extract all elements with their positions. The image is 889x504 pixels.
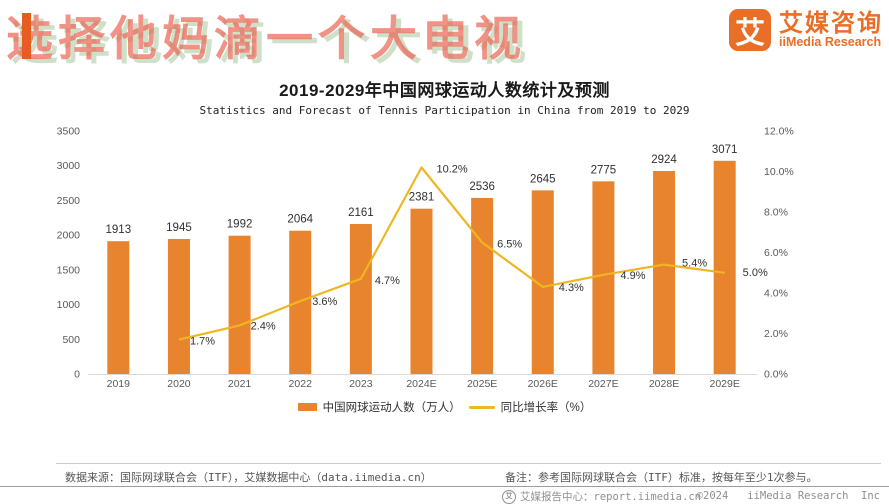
logo-name-cn: 艾媒咨询 xyxy=(779,9,883,37)
divider-top xyxy=(56,463,881,464)
bar xyxy=(289,230,312,374)
line-value-label: 2.4% xyxy=(251,320,276,332)
note-text: 备注：参考国际网球联合会（ITF）标准，按每年至少1次参与。 xyxy=(505,471,818,484)
copyright-text: ©2024 iiMedia Research Inc xyxy=(696,490,880,502)
x-axis-label: 2027E xyxy=(588,378,618,390)
right-axis-tick: 2.0% xyxy=(764,328,788,340)
bar-series-label: 中国网球运动人数（万人） xyxy=(322,402,461,414)
legend-item-line: 同比增长率（%） xyxy=(468,399,592,415)
report-center: 艾 艾媒报告中心：report.iimedia.cn xyxy=(502,489,701,504)
bar-value-label: 1913 xyxy=(106,224,132,236)
left-axis-tick: 3000 xyxy=(57,160,81,172)
bar xyxy=(167,238,190,374)
bar-value-label: 1945 xyxy=(166,222,192,234)
x-axis-label: 2028E xyxy=(649,378,679,390)
right-axis-tick: 12.0% xyxy=(764,126,794,138)
iimedia-logo: 艾 艾媒咨询 iiMedia Research xyxy=(729,9,883,51)
x-axis-label: 2029E xyxy=(709,378,739,390)
bar xyxy=(228,235,251,374)
bar-value-label: 2064 xyxy=(287,214,313,226)
right-axis-tick: 4.0% xyxy=(764,288,788,300)
bar xyxy=(107,241,130,374)
growth-line xyxy=(178,166,725,341)
left-axis-tick: 1000 xyxy=(57,299,81,311)
line-value-label: 5.0% xyxy=(743,267,768,279)
x-axis-label: 2021 xyxy=(228,378,252,390)
bar xyxy=(592,181,615,374)
globe-icon: 艾 xyxy=(502,489,516,504)
right-axis-tick: 10.0% xyxy=(764,166,794,178)
right-axis-tick: 6.0% xyxy=(764,247,788,259)
bar-value-label: 1992 xyxy=(227,219,253,231)
chart-subtitle: Statistics and Forecast of Tennis Partic… xyxy=(199,104,690,117)
left-axis-tick: 0 xyxy=(74,369,80,381)
bar-value-label: 2924 xyxy=(651,154,677,166)
line-value-label: 4.9% xyxy=(620,270,645,282)
bar xyxy=(410,208,433,374)
x-axis-label: 2019 xyxy=(107,378,131,390)
data-source-text: 数据来源：国际网球联合会（ITF），艾媒数据中心（data.iimedia.cn… xyxy=(65,471,432,484)
right-axis-tick: 0.0% xyxy=(764,369,788,381)
x-axis-label: 2026E xyxy=(528,378,558,390)
x-axis-label: 2025E xyxy=(467,378,497,390)
line-value-label: 5.4% xyxy=(682,258,707,270)
bar-value-label: 2381 xyxy=(409,192,435,204)
x-axis-label: 2023 xyxy=(349,378,373,390)
bar-series-swatch xyxy=(297,403,317,411)
line-series-label: 同比增长率（%） xyxy=(500,402,592,414)
line-value-label: 1.7% xyxy=(190,336,215,348)
divider-bottom xyxy=(0,486,889,487)
report-center-text: 艾媒报告中心：report.iimedia.cn xyxy=(520,491,701,503)
bar-value-label: 2775 xyxy=(591,164,617,176)
bar xyxy=(349,223,372,374)
left-axis-tick: 500 xyxy=(62,334,80,346)
legend-item-bar: 中国网球运动人数（万人） xyxy=(297,399,461,415)
bar xyxy=(713,160,736,374)
left-axis-tick: 2000 xyxy=(57,230,81,242)
logo-text: 艾媒咨询 iiMedia Research xyxy=(779,11,883,49)
bar xyxy=(471,197,494,374)
bar-value-label: 2536 xyxy=(469,181,495,193)
line-value-label: 4.3% xyxy=(559,282,584,294)
bar xyxy=(531,190,554,374)
x-axis-label: 2022 xyxy=(289,378,313,390)
line-value-label: 4.7% xyxy=(375,275,400,287)
bar-value-label: 2645 xyxy=(530,173,556,185)
text-cursor-caret xyxy=(22,13,31,59)
chart-legend: 中国网球运动人数（万人） 同比增长率（%） xyxy=(0,399,889,415)
bar xyxy=(653,170,676,374)
line-series-swatch xyxy=(468,405,495,409)
line-value-label: 3.6% xyxy=(312,296,337,308)
left-axis-tick: 3500 xyxy=(57,126,81,138)
bar-value-label: 2161 xyxy=(348,207,374,219)
bar-value-label: 3071 xyxy=(712,144,738,156)
logo-name-en: iiMedia Research xyxy=(779,35,882,50)
left-axis-tick: 1500 xyxy=(57,264,81,276)
chart-title: 2019-2029年中国网球运动人数统计及预测 xyxy=(279,81,610,100)
x-axis-label: 2024E xyxy=(406,378,436,390)
logo-icon: 艾 xyxy=(729,9,771,51)
watermark-text: 选择他妈滴一个大电视 xyxy=(6,12,526,67)
x-axis-label: 2020 xyxy=(167,378,191,390)
right-axis-tick: 8.0% xyxy=(764,207,788,219)
line-value-label: 10.2% xyxy=(437,163,468,175)
left-axis-tick: 2500 xyxy=(57,195,81,207)
line-value-label: 6.5% xyxy=(497,238,522,250)
